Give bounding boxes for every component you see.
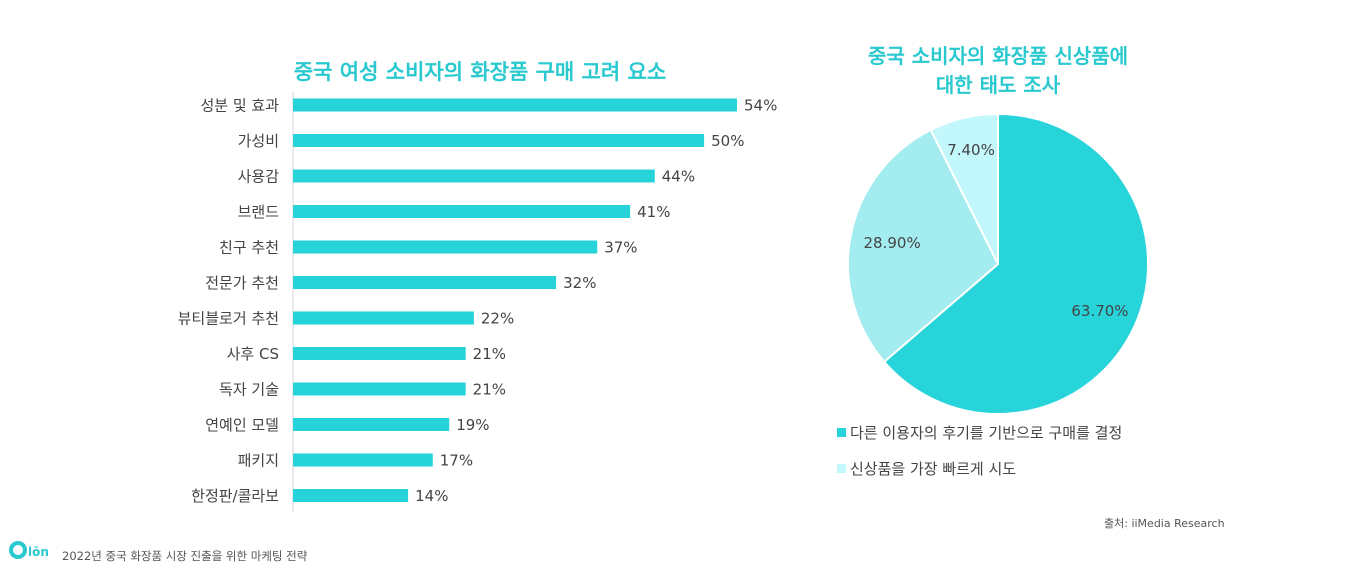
bar (293, 347, 466, 360)
svg-text:lōn: lōn (28, 545, 49, 559)
bar (293, 311, 474, 325)
bar (293, 134, 705, 147)
pie-title-line-2: 대한 태도 조사 (935, 73, 1061, 97)
bar-value-label: 17% (440, 452, 473, 470)
bar (293, 453, 433, 467)
bar (293, 240, 598, 254)
bar-category-label: 독자 기술 (219, 381, 279, 399)
bar-value-label: 44% (662, 168, 695, 186)
legend-item-early-adopter: 신상품을 가장 빠르게 시도 (837, 458, 1016, 479)
pie-value-label: 28.90% (864, 234, 921, 252)
legend-item-reviews: 다른 이용자의 후기를 기반으로 구매를 결정 (837, 422, 1122, 443)
pie-slice (929, 112, 999, 265)
bar-value-label: 22% (481, 310, 514, 328)
legend-label-reviews: 다른 이용자의 후기를 기반으로 구매를 결정 (850, 424, 1123, 442)
bar-category-label: 한정판/콜라보 (191, 487, 279, 505)
bar-value-label: 19% (456, 416, 489, 434)
bar-value-label: 50% (711, 132, 744, 150)
bar (293, 489, 409, 502)
bar-category-label: 뷰티블로거 추천 (178, 310, 279, 328)
bar-chart: 성분 및 효과 54% 가성비 50% 사용감 44% 브랜드 41% 친구 추천 37% 전문가 … (178, 92, 777, 512)
pie-value-label: 63.70% (1071, 302, 1128, 320)
bar (293, 418, 450, 431)
bar-category-label: 친구 추천 (219, 239, 279, 257)
bar-category-label: 전문가 추천 (205, 274, 279, 292)
bar-value-label: 21% (473, 381, 506, 399)
bar-category-label: 가성비 (238, 132, 279, 150)
legend-swatch-early-adopter (837, 464, 846, 473)
pie-slice (847, 128, 1000, 364)
bar-value-label: 41% (637, 203, 670, 221)
bar (293, 276, 557, 289)
bar-category-label: 연예인 모델 (205, 416, 279, 434)
bar-category-label: 사후 CS (227, 345, 279, 363)
footer-caption: 2022년 중국 화장품 시장 진출을 위한 마케팅 전략 (62, 549, 308, 563)
pie-slice (882, 112, 1149, 415)
bar-chart-title: 중국 여성 소비자의 화장품 구매 고려 요소 (293, 60, 667, 84)
bar (293, 169, 655, 183)
pie-chart: 63.70% 28.90% 7.40% (847, 112, 1149, 415)
bar-value-label: 54% (744, 97, 777, 115)
bar-value-label: 21% (473, 345, 506, 363)
bar (293, 382, 466, 396)
bar (293, 98, 737, 112)
legend-swatch-reviews (837, 428, 846, 437)
bar-category-label: 사용감 (238, 168, 280, 186)
qlon-logo: lōn (9, 541, 49, 559)
pie-title-line-1: 중국 소비자의 화장품 신상품에 (867, 44, 1129, 68)
bar (293, 205, 631, 218)
bar-category-label: 성분 및 효과 (200, 97, 279, 115)
bar-value-label: 32% (563, 274, 596, 292)
source-note: 출처: iiMedia Research (1104, 517, 1225, 530)
legend-label-early-adopter: 신상품을 가장 빠르게 시도 (850, 460, 1017, 478)
bar-category-label: 브랜드 (238, 203, 280, 221)
pie-value-label: 7.40% (947, 141, 995, 159)
bar-category-label: 패키지 (238, 452, 279, 470)
bar-value-label: 14% (415, 487, 448, 505)
bar-value-label: 37% (604, 239, 637, 257)
pie-chart-title: 중국 소비자의 화장품 신상품에 대한 태도 조사 (848, 42, 1148, 100)
